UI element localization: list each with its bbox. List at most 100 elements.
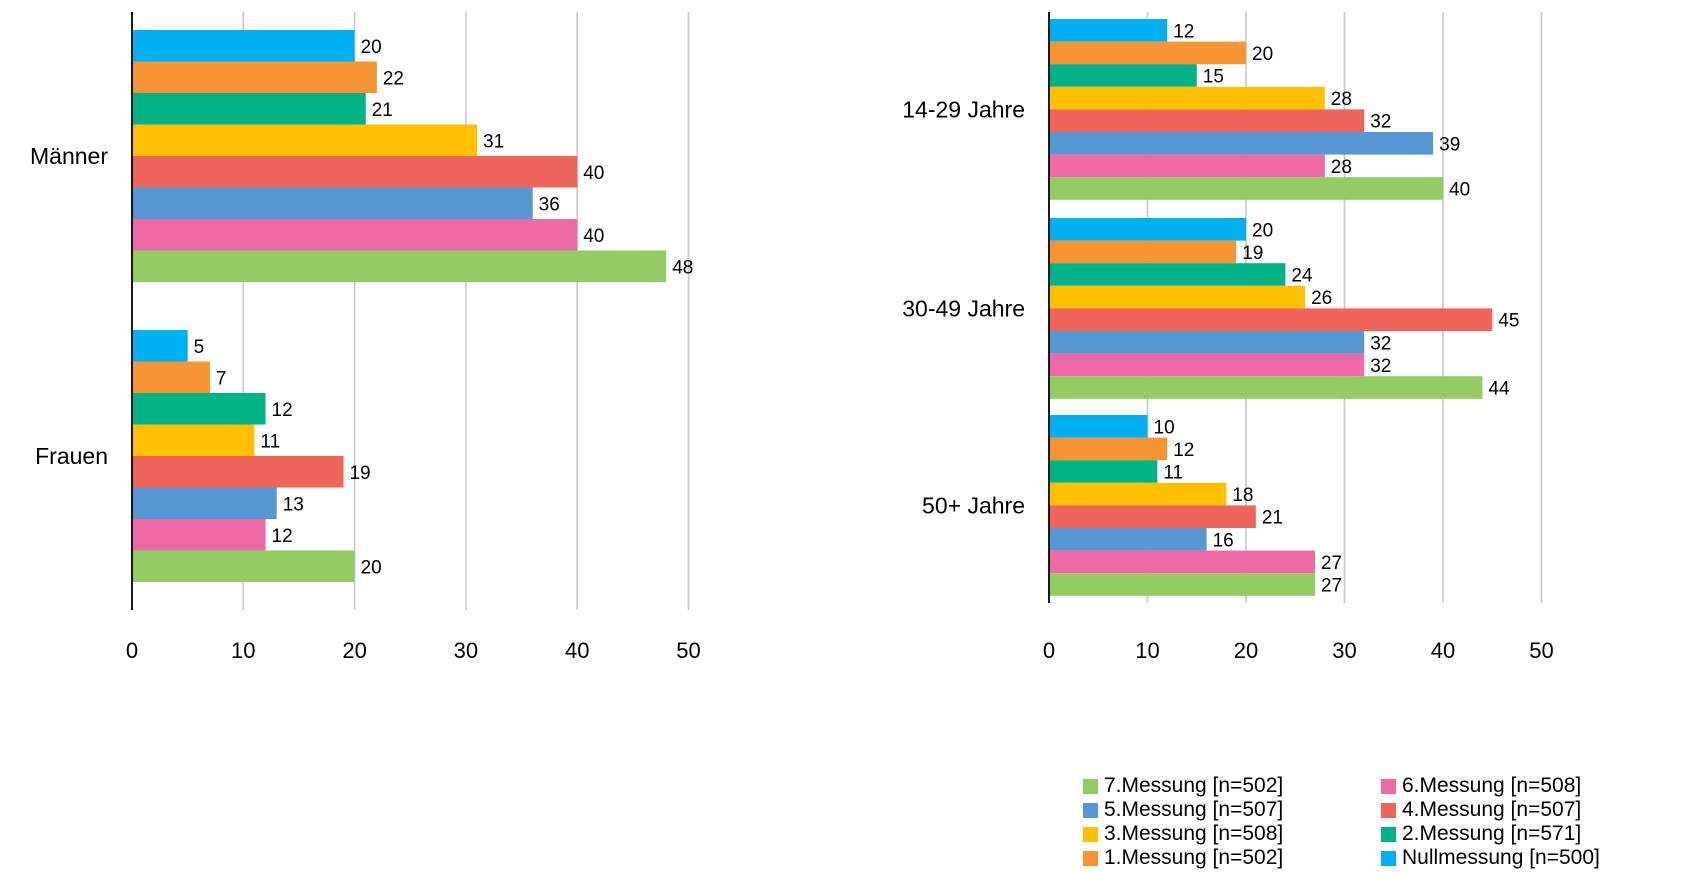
bar-14-29-jahre-4-messung-n-507	[1049, 109, 1365, 132]
bar-m-nner-4-messung-n-507	[132, 156, 578, 188]
bar-14-29-jahre-6-messung-n-508	[1049, 154, 1325, 178]
bar-14-29-jahre-5-messung-n-507	[1049, 132, 1434, 155]
data-label: 19	[349, 463, 370, 484]
bar-30-49-jahre-3-messung-n-508	[1049, 285, 1306, 309]
bar-30-49-jahre-nullmessung-n-500	[1049, 218, 1246, 241]
data-label: 10	[1154, 417, 1175, 438]
bar-14-29-jahre-1-messung-n-502	[1049, 41, 1246, 65]
data-label: 24	[1291, 266, 1313, 287]
bar-14-29-jahre-7-messung-n-502	[1049, 177, 1443, 200]
legend-label: 7.Messung [n=502]	[1104, 774, 1284, 797]
data-label: 48	[672, 257, 693, 278]
legend-item: 6.Messung [n=508]	[1381, 774, 1581, 798]
bar-frauen-2-messung-n-571	[132, 393, 266, 425]
bar-14-29-jahre-3-messung-n-508	[1049, 86, 1325, 110]
data-label: 11	[260, 431, 280, 452]
x-tick-label: 0	[1043, 638, 1055, 663]
legend-label: 5.Messung [n=507]	[1104, 798, 1284, 821]
bar-30-49-jahre-7-messung-n-502	[1049, 376, 1483, 399]
legend-swatch	[1381, 778, 1396, 794]
legend-item: 7.Messung [n=502]	[1083, 774, 1283, 798]
bar-frauen-nullmessung-n-500	[132, 330, 188, 362]
bar-frauen-3-messung-n-508	[132, 424, 255, 456]
bar-frauen-5-messung-n-507	[132, 487, 277, 519]
bar-50-jahre-7-messung-n-502	[1049, 573, 1315, 596]
category-label: Frauen	[35, 443, 108, 469]
legend-swatch	[1083, 826, 1098, 842]
bar-30-49-jahre-6-messung-n-508	[1049, 353, 1365, 377]
x-tick-label: 20	[1234, 638, 1258, 663]
legend-label: 4.Messung [n=507]	[1402, 798, 1582, 821]
bar-m-nner-7-messung-n-502	[132, 250, 667, 282]
data-label: 20	[361, 557, 382, 578]
data-label: 13	[283, 494, 304, 515]
bar-14-29-jahre-2-messung-n-571	[1049, 64, 1197, 87]
legend-item: 1.Messung [n=502]	[1083, 846, 1283, 870]
bar-frauen-1-messung-n-502	[132, 361, 210, 393]
bar-50-jahre-2-messung-n-571	[1049, 460, 1158, 483]
data-label: 19	[1242, 243, 1263, 264]
data-label: 22	[383, 68, 404, 89]
data-label: 16	[1213, 530, 1234, 551]
bar-30-49-jahre-5-messung-n-507	[1049, 331, 1365, 354]
data-label: 11	[1163, 463, 1183, 484]
bar-m-nner-1-messung-n-502	[132, 61, 377, 93]
bar-50-jahre-5-messung-n-507	[1049, 528, 1207, 551]
legend-swatch	[1083, 802, 1098, 818]
data-label: 21	[372, 100, 393, 121]
chart-gender: 0 10 20 30 40 502022213140364048Männer5712111…	[30, 12, 701, 663]
data-label: 27	[1321, 553, 1342, 574]
x-tick-label: 50	[1529, 638, 1553, 663]
data-label: 40	[583, 163, 604, 184]
x-tick-label: 20	[342, 638, 366, 663]
category-label: 50+ Jahre	[922, 492, 1025, 518]
bar-50-jahre-6-messung-n-508	[1049, 550, 1315, 574]
data-label: 32	[1370, 112, 1391, 133]
x-tick-label: 50	[676, 638, 700, 663]
legend-item: 5.Messung [n=507]	[1083, 798, 1283, 822]
bar-m-nner-6-messung-n-508	[132, 219, 578, 251]
bar-30-49-jahre-4-messung-n-507	[1049, 308, 1493, 331]
data-label: 20	[361, 37, 382, 58]
bar-50-jahre-3-messung-n-508	[1049, 482, 1227, 506]
data-label: 12	[1173, 21, 1194, 42]
legend-item: Nullmessung [n=500]	[1381, 846, 1600, 870]
data-label: 39	[1439, 134, 1460, 155]
bar-frauen-6-messung-n-508	[132, 519, 266, 551]
legend-swatch	[1381, 826, 1396, 842]
bar-m-nner-2-messung-n-571	[132, 93, 366, 125]
data-label: 21	[1262, 508, 1283, 529]
legend-swatch	[1381, 802, 1396, 818]
bar-frauen-7-messung-n-502	[132, 550, 355, 582]
legend-label: Nullmessung [n=500]	[1402, 846, 1600, 869]
x-tick-label: 10	[1135, 638, 1159, 663]
legend-label: 6.Messung [n=508]	[1402, 774, 1582, 797]
x-tick-label: 30	[1332, 638, 1356, 663]
legend-item: 3.Messung [n=508]	[1083, 822, 1283, 846]
legend-label: 1.Messung [n=502]	[1104, 846, 1284, 869]
data-label: 40	[583, 226, 604, 247]
x-tick-label: 40	[565, 638, 589, 663]
bar-m-nner-3-messung-n-508	[132, 124, 478, 156]
legend-item: 2.Messung [n=571]	[1381, 822, 1581, 846]
data-label: 27	[1321, 576, 1342, 597]
x-tick-label: 0	[126, 638, 138, 663]
bar-m-nner-nullmessung-n-500	[132, 30, 355, 62]
chart-age: 0 10 20 30 40 50 12 20 15 28 32 39 28 40 14-29 Jahre 20…	[902, 12, 1554, 663]
bar-50-jahre-1-messung-n-502	[1049, 437, 1168, 461]
bar-m-nner-5-messung-n-507	[132, 187, 533, 219]
bar-50-jahre-nullmessung-n-500	[1049, 415, 1148, 438]
legend-swatch	[1083, 778, 1098, 794]
data-label: 45	[1498, 311, 1519, 332]
legend-swatch	[1381, 850, 1396, 866]
bar-frauen-4-messung-n-507	[132, 456, 344, 488]
data-label: 28	[1331, 89, 1352, 110]
category-label: 14-29 Jahre	[902, 96, 1025, 122]
data-label: 5	[194, 337, 205, 358]
legend-label: 2.Messung [n=571]	[1402, 822, 1582, 845]
data-label: 20	[1252, 44, 1273, 65]
data-label: 44	[1488, 379, 1510, 400]
legend-label: 3.Messung [n=508]	[1104, 822, 1284, 845]
x-tick-label: 40	[1431, 638, 1455, 663]
data-label: 20	[1252, 220, 1273, 241]
